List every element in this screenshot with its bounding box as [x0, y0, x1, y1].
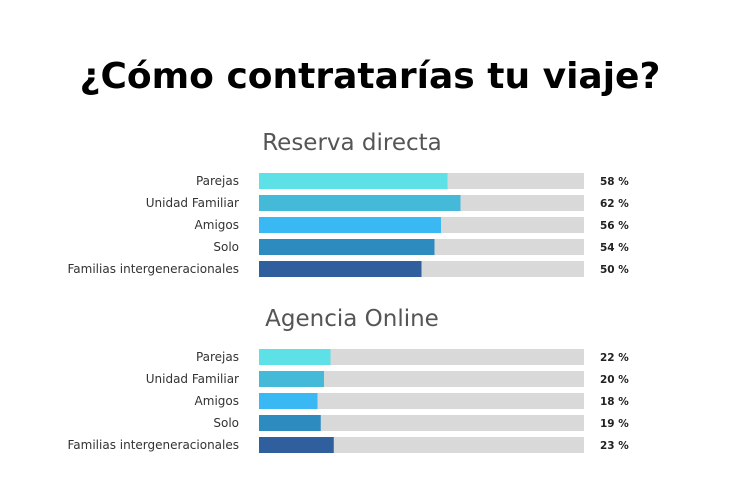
bar-track-agencia-online-solo [259, 415, 584, 431]
bar-reserva-directa-unidad-familiar [259, 195, 461, 211]
bar-agencia-online-familias-intergeneracionales [259, 437, 334, 453]
chart-title: ¿Cómo contratarías tu viaje? [80, 56, 661, 97]
category-label-amigos: Amigos [195, 218, 239, 232]
bar-reserva-directa-familias-intergeneracionales [259, 261, 422, 277]
value-label-reserva-directa-solo: 54 % [600, 242, 629, 254]
bar-reserva-directa-amigos [259, 217, 441, 233]
bar-track-agencia-online-amigos [259, 393, 584, 409]
bar-agencia-online-solo [259, 415, 321, 431]
category-label-solo: Solo [213, 416, 239, 430]
category-label-parejas: Parejas [196, 350, 239, 364]
bar-reserva-directa-parejas [259, 173, 448, 189]
panel-agencia-online: Agencia Online Parejas 22 % Unidad Familiar… [68, 306, 629, 453]
bar-track-agencia-online-parejas [259, 349, 584, 365]
value-label-agencia-online-amigos: 18 % [600, 396, 629, 408]
value-label-reserva-directa-parejas: 58 % [600, 176, 629, 188]
category-label-unidad-familiar: Unidad Familiar [146, 372, 239, 386]
category-label-familias-intergeneracionales: Familias intergeneracionales [68, 262, 240, 276]
value-label-agencia-online-unidad-familiar: 20 % [600, 374, 629, 386]
bar-track-agencia-online-familias-intergeneracionales [259, 437, 584, 453]
bar-agencia-online-unidad-familiar [259, 371, 324, 387]
chart-panels: Reserva directa Parejas 58 % Unidad Familia… [68, 130, 629, 453]
value-label-agencia-online-parejas: 22 % [600, 352, 629, 364]
panel-reserva-directa: Reserva directa Parejas 58 % Unidad Familia… [68, 130, 629, 277]
bar-track-agencia-online-unidad-familiar [259, 371, 584, 387]
value-label-agencia-online-familias-intergeneracionales: 23 % [600, 440, 629, 452]
bar-reserva-directa-solo [259, 239, 435, 255]
value-label-reserva-directa-familias-intergeneracionales: 50 % [600, 264, 629, 276]
section-title-agencia-online: Agencia Online [265, 306, 439, 332]
value-label-reserva-directa-unidad-familiar: 62 % [600, 198, 629, 210]
section-title-reserva-directa: Reserva directa [262, 130, 442, 156]
category-label-unidad-familiar: Unidad Familiar [146, 196, 239, 210]
value-label-agencia-online-solo: 19 % [600, 418, 629, 430]
category-label-parejas: Parejas [196, 174, 239, 188]
value-label-reserva-directa-amigos: 56 % [600, 220, 629, 232]
category-label-amigos: Amigos [195, 394, 239, 408]
category-label-solo: Solo [213, 240, 239, 254]
bar-agencia-online-amigos [259, 393, 318, 409]
bar-agencia-online-parejas [259, 349, 331, 365]
category-label-familias-intergeneracionales: Familias intergeneracionales [68, 438, 240, 452]
